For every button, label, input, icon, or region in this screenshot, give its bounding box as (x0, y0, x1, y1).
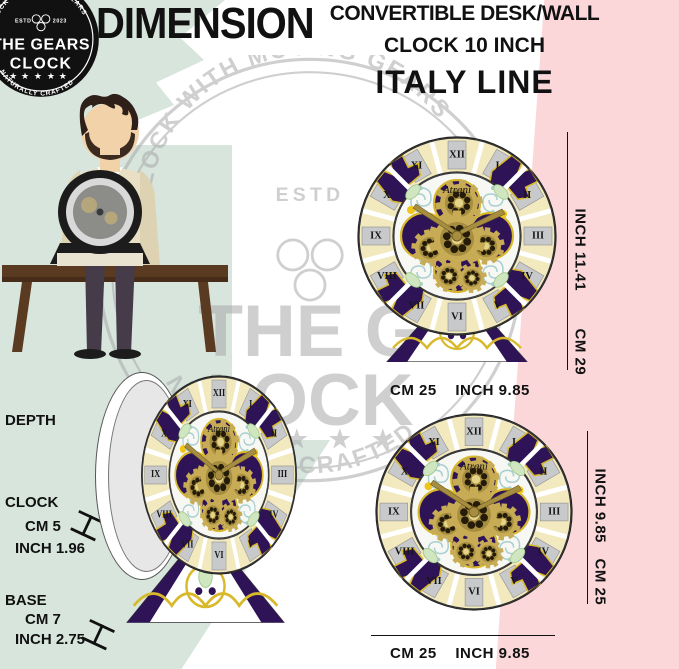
svg-text:★: ★ (59, 71, 67, 81)
svg-text:★: ★ (34, 71, 42, 81)
svg-text:★: ★ (47, 71, 55, 81)
svg-text:★: ★ (9, 71, 17, 81)
svg-text:ESTD: ESTD (276, 184, 345, 206)
svg-text:ESTD: ESTD (15, 18, 32, 24)
svg-text:2023: 2023 (53, 18, 67, 24)
svg-text:★: ★ (327, 423, 352, 454)
svg-text:CLOCK: CLOCK (10, 55, 72, 72)
svg-text:★: ★ (21, 71, 29, 81)
svg-text:THE GEARS: THE GEARS (0, 37, 90, 54)
